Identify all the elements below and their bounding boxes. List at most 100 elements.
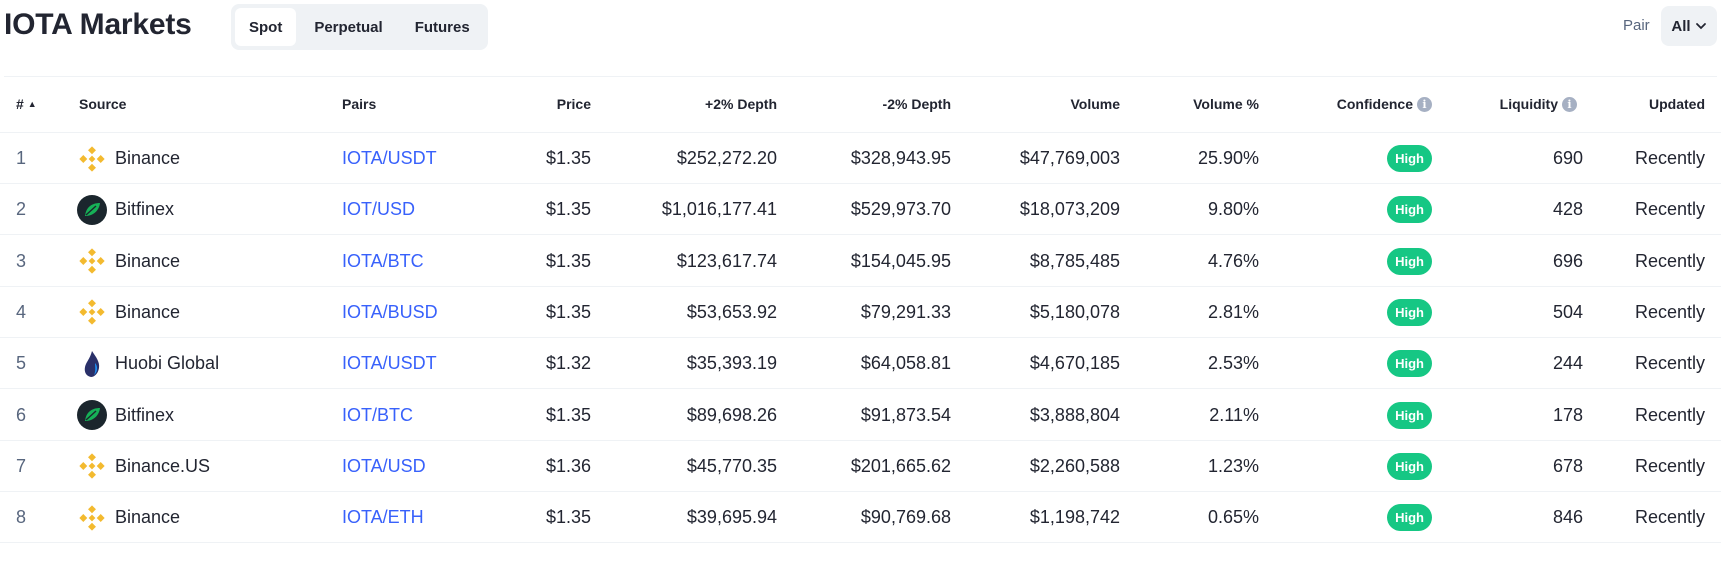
volume-value: $47,769,003	[1019, 148, 1120, 168]
table-row[interactable]: 7 Binance.US IOTA/USD $1.36 $45,770.35 $…	[0, 441, 1721, 492]
col-volume-pct-header[interactable]: Volume %	[1193, 96, 1259, 112]
confidence-badge: High	[1387, 298, 1432, 326]
depth-minus-value: $529,973.70	[850, 199, 951, 220]
volume-value: $1,198,742	[1029, 507, 1120, 528]
pair-link[interactable]: IOTA/BTC	[342, 250, 424, 271]
huobi-icon	[77, 349, 107, 379]
col-price-label: Price	[556, 96, 591, 112]
updated-value: Recently	[1634, 301, 1705, 322]
updated-value: Recently	[1634, 199, 1705, 220]
pair-filter-value: All	[1671, 17, 1691, 35]
table-row[interactable]: 2 Bitfinex IOT/USD $1.35 $1,016,177.41 $…	[0, 184, 1721, 236]
volume-pct-value: 0.65%	[1207, 507, 1259, 528]
divider	[4, 76, 1717, 77]
binance-icon	[77, 503, 107, 533]
confidence-badge: High	[1387, 350, 1432, 378]
depth-minus-value: $91,873.54	[860, 404, 951, 425]
table-row[interactable]: 4 Binance IOTA/BUSD $1.35 $53,653.92 $79…	[0, 287, 1721, 338]
col-depth-minus-header[interactable]: -2% Depth	[883, 96, 951, 112]
liquidity-value: 244	[1552, 353, 1583, 374]
depth-plus-value: $39,695.94	[686, 507, 777, 528]
table-row[interactable]: 8 Binance IOTA/ETH $1.35 $39,695.94 $90,…	[0, 492, 1721, 544]
col-liquidity-header[interactable]: Liquidity i	[1500, 96, 1577, 112]
bitfinex-icon	[77, 400, 107, 430]
col-rank-header[interactable]: # ▲	[16, 96, 37, 112]
confidence-badge: High	[1387, 196, 1432, 224]
col-updated-header[interactable]: Updated	[1649, 96, 1705, 112]
row-rank: 1	[16, 148, 27, 168]
liquidity-value: 428	[1552, 199, 1583, 220]
depth-plus-value: $89,698.26	[686, 404, 777, 425]
tab-perpetual[interactable]: Perpetual	[314, 18, 383, 36]
updated-value: Recently	[1634, 148, 1705, 168]
page-title: IOTA Markets	[4, 8, 192, 41]
col-depth-minus-label: -2% Depth	[882, 96, 951, 112]
col-volume-header[interactable]: Volume	[1070, 96, 1120, 112]
pair-link[interactable]: IOTA/USDT	[342, 148, 437, 168]
pair-filter-label: Pair	[1623, 17, 1650, 34]
liquidity-value: 696	[1552, 250, 1583, 271]
col-confidence-header[interactable]: Confidence i	[1337, 96, 1432, 112]
volume-value: $2,260,588	[1029, 455, 1120, 476]
row-rank: 8	[16, 507, 27, 528]
binance-icon	[77, 451, 107, 481]
exchange-name: Bitfinex	[115, 404, 175, 425]
exchange-link[interactable]: Huobi Global	[77, 338, 219, 389]
depth-plus-value: $45,770.35	[686, 455, 777, 476]
exchange-link[interactable]: Bitfinex	[77, 390, 174, 441]
tab-futures[interactable]: Futures	[414, 18, 470, 36]
volume-pct-value: 2.53%	[1207, 353, 1259, 374]
volume-pct-value: 9.80%	[1207, 199, 1259, 220]
table-row[interactable]: 3 Binance IOTA/BTC $1.35 $123,617.74 $15…	[0, 236, 1721, 287]
info-icon[interactable]: i	[1417, 96, 1432, 112]
table-row[interactable]: 1 Binance IOTA/USDT $1.35 $252,272.20 $3…	[0, 133, 1721, 184]
exchange-name: Binance	[115, 250, 181, 271]
col-liquidity-label: Liquidity	[1499, 96, 1558, 112]
bitfinex-icon	[77, 194, 107, 225]
pair-link[interactable]: IOT/BTC	[342, 404, 413, 425]
confidence-badge: High	[1387, 247, 1432, 275]
pair-link[interactable]: IOTA/USDT	[342, 353, 437, 374]
col-rank-label: #	[16, 96, 24, 112]
tab-spot[interactable]: Spot	[235, 8, 297, 46]
depth-plus-value: $1,016,177.41	[661, 199, 777, 220]
pair-link[interactable]: IOTA/ETH	[342, 507, 424, 528]
depth-plus-value: $35,393.19	[686, 353, 777, 374]
price-value: $1.35	[545, 301, 591, 322]
pair-link[interactable]: IOTA/USD	[342, 455, 426, 476]
updated-value: Recently	[1634, 404, 1705, 425]
binance-icon	[77, 297, 107, 327]
row-rank: 7	[16, 455, 27, 476]
col-pairs-header[interactable]: Pairs	[342, 96, 376, 112]
pair-link[interactable]: IOTA/BUSD	[342, 301, 438, 322]
volume-pct-value: 2.81%	[1207, 301, 1259, 322]
pair-link[interactable]: IOT/USD	[342, 199, 416, 220]
exchange-link[interactable]: Bitfinex	[77, 184, 174, 235]
col-depth-plus-header[interactable]: +2% Depth	[705, 96, 777, 112]
info-icon[interactable]: i	[1562, 96, 1577, 112]
col-price-header[interactable]: Price	[557, 96, 591, 112]
exchange-link[interactable]: Binance	[77, 492, 180, 543]
col-source-header[interactable]: Source	[79, 96, 126, 112]
pair-filter-select[interactable]: All	[1661, 6, 1717, 46]
chevron-down-icon	[1695, 23, 1706, 30]
binance-icon	[77, 246, 107, 276]
exchange-name: Binance	[115, 507, 181, 528]
volume-pct-value: 25.90%	[1197, 148, 1259, 168]
volume-value: $3,888,804	[1029, 404, 1120, 425]
exchange-link[interactable]: Binance	[77, 133, 180, 184]
depth-minus-value: $154,045.95	[850, 250, 951, 271]
table-header: # ▲ Source Pairs Price +2% Depth -2% Dept…	[0, 76, 1721, 133]
col-pairs-label: Pairs	[342, 96, 377, 112]
exchange-link[interactable]: Binance.US	[77, 441, 210, 492]
price-value: $1.35	[545, 404, 591, 425]
row-rank: 2	[16, 199, 27, 220]
table-row[interactable]: 6 Bitfinex IOT/BTC $1.35 $89,698.26 $91,…	[0, 390, 1721, 441]
liquidity-value: 178	[1552, 404, 1583, 425]
price-value: $1.36	[545, 455, 591, 476]
exchange-link[interactable]: Binance	[77, 236, 180, 287]
table-row[interactable]: 5 Huobi Global IOTA/USDT $1.32 $35,393.1…	[0, 338, 1721, 390]
price-value: $1.35	[545, 250, 591, 271]
exchange-link[interactable]: Binance	[77, 287, 180, 338]
col-source-label: Source	[79, 96, 127, 112]
